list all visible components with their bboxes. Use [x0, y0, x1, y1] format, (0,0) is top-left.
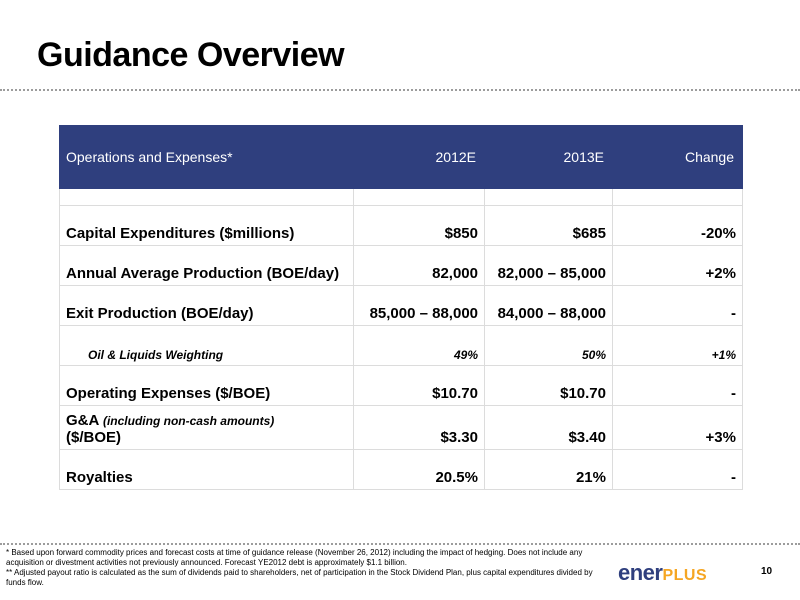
table-row: Annual Average Production (BOE/day) 82,0…	[59, 245, 743, 286]
bottom-divider	[0, 543, 800, 545]
table-row-sub: Oil & Liquids Weighting 49% 50% +1%	[59, 325, 743, 366]
row-label: Royalties	[59, 449, 354, 490]
row-change: -	[612, 365, 743, 406]
row-2012e: $3.30	[353, 405, 485, 450]
header-2012e: 2012E	[353, 125, 485, 189]
row-2013e: 50%	[484, 325, 613, 366]
row-change: -	[612, 285, 743, 326]
logo-text-plus: PLUS	[662, 567, 708, 584]
row-label: Operating Expenses ($/BOE)	[59, 365, 354, 406]
row-2012e: 20.5%	[353, 449, 485, 490]
row-change: -20%	[612, 205, 743, 246]
enerplus-logo: enerPLUS	[618, 560, 707, 586]
footnotes: * Based upon forward commodity prices an…	[6, 548, 606, 588]
row-label: Annual Average Production (BOE/day)	[59, 245, 354, 286]
footnote-1: * Based upon forward commodity prices an…	[6, 548, 583, 567]
table-spacer-row	[59, 188, 743, 206]
header-category: Operations and Expenses*	[59, 125, 354, 189]
row-change: +2%	[612, 245, 743, 286]
row-2012e: 82,000	[353, 245, 485, 286]
header-2013e: 2013E	[484, 125, 613, 189]
row-2013e: 84,000 – 88,000	[484, 285, 613, 326]
row-2013e: $3.40	[484, 405, 613, 450]
row-label-note: (including non-cash amounts)	[102, 414, 275, 428]
row-2012e: 49%	[353, 325, 485, 366]
table-row: Exit Production (BOE/day) 85,000 – 88,00…	[59, 285, 743, 326]
page-number: 10	[761, 566, 773, 577]
row-label: G&A (including non-cash amounts) ($/BOE)	[59, 405, 354, 450]
row-2013e: $10.70	[484, 365, 613, 406]
row-change: +3%	[612, 405, 743, 450]
row-2012e: $850	[353, 205, 485, 246]
table-row: G&A (including non-cash amounts) ($/BOE)…	[59, 405, 743, 450]
row-2013e: $685	[484, 205, 613, 246]
row-2013e: 82,000 – 85,000	[484, 245, 613, 286]
row-change: +1%	[612, 325, 743, 366]
slide-title: Guidance Overview	[37, 36, 345, 74]
logo-text-ener: ener	[618, 560, 663, 585]
row-label: Oil & Liquids Weighting	[59, 325, 354, 366]
table-row: Royalties 20.5% 21% -	[59, 449, 743, 490]
header-change: Change	[612, 125, 743, 189]
row-2012e: $10.70	[353, 365, 485, 406]
table-row: Operating Expenses ($/BOE) $10.70 $10.70…	[59, 365, 743, 406]
row-change: -	[612, 449, 743, 490]
top-divider	[0, 89, 800, 91]
guidance-table: Operations and Expenses* 2012E 2013E Cha…	[59, 125, 743, 490]
table-row: Capital Expenditures ($millions) $850 $6…	[59, 205, 743, 246]
row-label-line1: G&A	[66, 412, 99, 429]
row-label: Exit Production (BOE/day)	[59, 285, 354, 326]
footnote-2: ** Adjusted payout ratio is calculated a…	[6, 568, 593, 587]
row-2013e: 21%	[484, 449, 613, 490]
table-header-row: Operations and Expenses* 2012E 2013E Cha…	[59, 125, 743, 189]
row-2012e: 85,000 – 88,000	[353, 285, 485, 326]
row-label-line2: ($/BOE)	[66, 429, 122, 446]
row-label: Capital Expenditures ($millions)	[59, 205, 354, 246]
